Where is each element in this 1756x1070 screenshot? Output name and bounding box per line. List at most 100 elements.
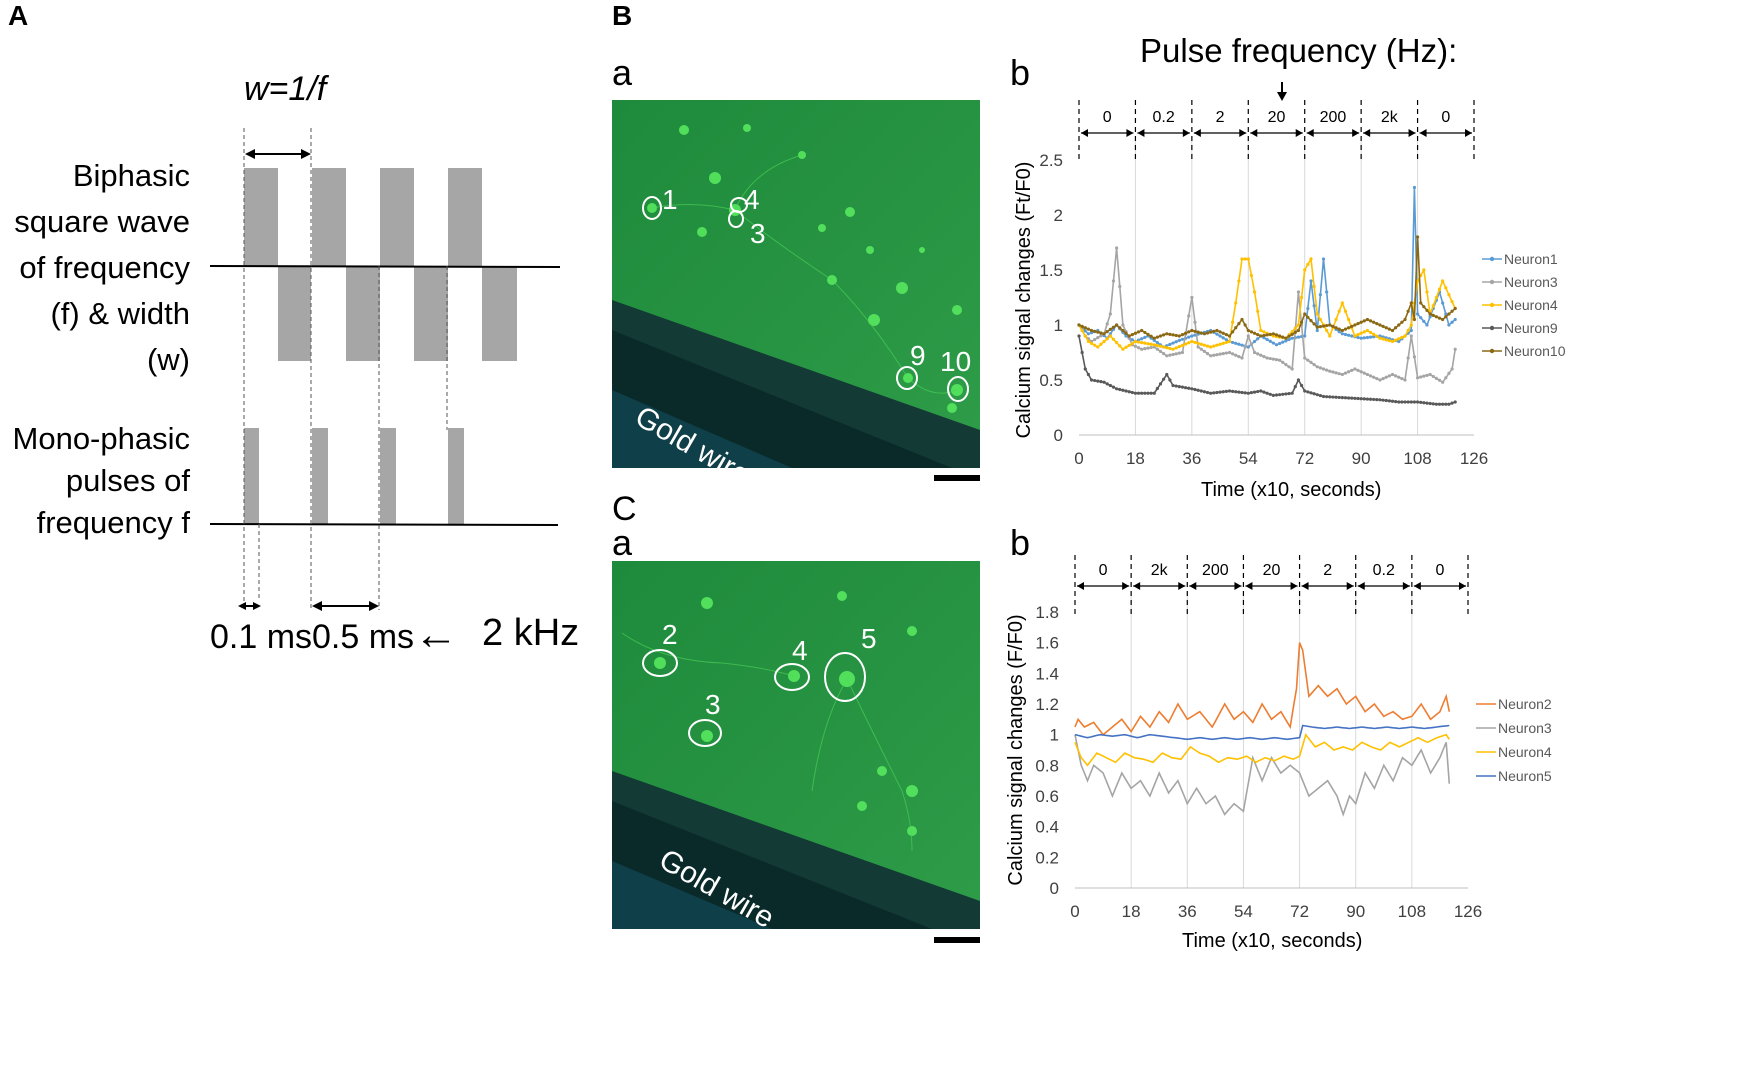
- series-point: [1262, 355, 1266, 359]
- series-point: [1284, 339, 1288, 343]
- series-point: [1096, 379, 1100, 383]
- y-tick-label: 1.5: [1039, 261, 1063, 280]
- series-point: [1089, 378, 1094, 382]
- series-point: [1105, 382, 1109, 386]
- series-point: [1262, 390, 1266, 394]
- scale-bar-c: [934, 937, 980, 943]
- series-point: [1202, 332, 1206, 336]
- series-point: [1356, 322, 1360, 326]
- series-point: [1133, 339, 1138, 344]
- series-point: [1149, 345, 1153, 350]
- series-point: [1093, 343, 1097, 347]
- series-point: [1127, 336, 1131, 340]
- series-point: [1437, 378, 1442, 382]
- y-tick-label: 0: [1050, 879, 1059, 898]
- series-point: [1365, 335, 1370, 340]
- neuron-label-c-4: 4: [792, 635, 808, 666]
- series-point: [1394, 326, 1398, 330]
- series-point: [1196, 341, 1200, 345]
- series-point: [1130, 341, 1134, 346]
- series-point: [1118, 326, 1122, 330]
- series-point: [1447, 323, 1451, 327]
- series-point: [1234, 326, 1238, 330]
- series-point: [1237, 279, 1241, 283]
- series-point: [1205, 352, 1210, 356]
- series-point: [1337, 309, 1341, 313]
- panel-ba-letter: a: [612, 52, 633, 93]
- series-point: [1340, 372, 1344, 377]
- series-point: [1209, 391, 1213, 395]
- series-point: [1212, 391, 1216, 395]
- series-point: [1105, 322, 1109, 326]
- series-point: [1293, 326, 1297, 330]
- series-point: [1256, 389, 1260, 394]
- series-point: [1444, 312, 1448, 316]
- series-point: [1312, 392, 1316, 396]
- series-point: [1162, 345, 1166, 349]
- series-point: [1343, 371, 1348, 375]
- series-point: [1309, 257, 1313, 261]
- y-tick-label: 0.5: [1039, 371, 1063, 390]
- series-point: [1406, 309, 1410, 313]
- series-point: [1422, 305, 1426, 309]
- series-point: [1337, 395, 1341, 400]
- series-point: [1359, 331, 1363, 335]
- segment-frequency-label: 20: [1263, 562, 1281, 579]
- series-point: [1231, 340, 1235, 345]
- series-point: [1077, 334, 1081, 338]
- series-point: [1143, 330, 1147, 335]
- series-point: [1378, 323, 1382, 327]
- segment-frequency-label: 0: [1103, 109, 1112, 126]
- series-point: [1318, 317, 1322, 322]
- series-point: [1347, 333, 1351, 337]
- series-point: [1240, 356, 1244, 360]
- series-point: [1296, 323, 1301, 327]
- series-point: [1318, 293, 1322, 297]
- series-point: [1165, 346, 1169, 350]
- segment-arrow-head: [1357, 582, 1365, 590]
- series-point: [1080, 350, 1084, 355]
- series-point: [1309, 391, 1313, 395]
- series-point: [1146, 332, 1150, 336]
- series-point: [1372, 375, 1376, 379]
- series-point: [1428, 315, 1432, 319]
- series-point: [1347, 317, 1351, 322]
- segment-arrow-head: [1408, 129, 1416, 137]
- series-point: [1397, 337, 1401, 341]
- series-point: [1096, 330, 1100, 334]
- series-point: [1406, 328, 1410, 333]
- series-point: [1387, 339, 1391, 343]
- series-point: [1234, 301, 1238, 305]
- x-tick-label: 54: [1239, 449, 1258, 468]
- series-point: [1221, 341, 1225, 345]
- series-point: [1199, 389, 1203, 393]
- segment-arrow-head: [1182, 129, 1190, 137]
- series-point: [1118, 344, 1122, 348]
- scale-bar-b: [934, 475, 980, 481]
- series-point: [1415, 235, 1420, 239]
- series-point: [1190, 295, 1194, 300]
- series-point: [1356, 396, 1360, 401]
- series-point: [1174, 346, 1178, 350]
- series-point: [1077, 323, 1081, 327]
- series-point: [1243, 391, 1247, 395]
- series-point: [1340, 328, 1344, 333]
- series-point: [1387, 374, 1391, 378]
- series-point: [1187, 341, 1191, 345]
- series-point: [1390, 339, 1395, 344]
- series-point: [1296, 328, 1301, 333]
- series-point: [1419, 400, 1423, 404]
- series-point: [1419, 301, 1423, 305]
- series-point: [1334, 395, 1338, 399]
- series-point: [1108, 327, 1112, 331]
- series-point: [1437, 316, 1442, 320]
- segment-arrow-head: [1189, 582, 1197, 590]
- series-point: [1237, 322, 1241, 326]
- series-point: [1218, 390, 1222, 394]
- series-point: [1218, 342, 1222, 346]
- series-point: [1121, 328, 1125, 333]
- series-point: [1447, 402, 1451, 406]
- series-point: [1231, 330, 1235, 334]
- x-tick-label: 54: [1234, 902, 1253, 921]
- series-point: [1315, 393, 1319, 397]
